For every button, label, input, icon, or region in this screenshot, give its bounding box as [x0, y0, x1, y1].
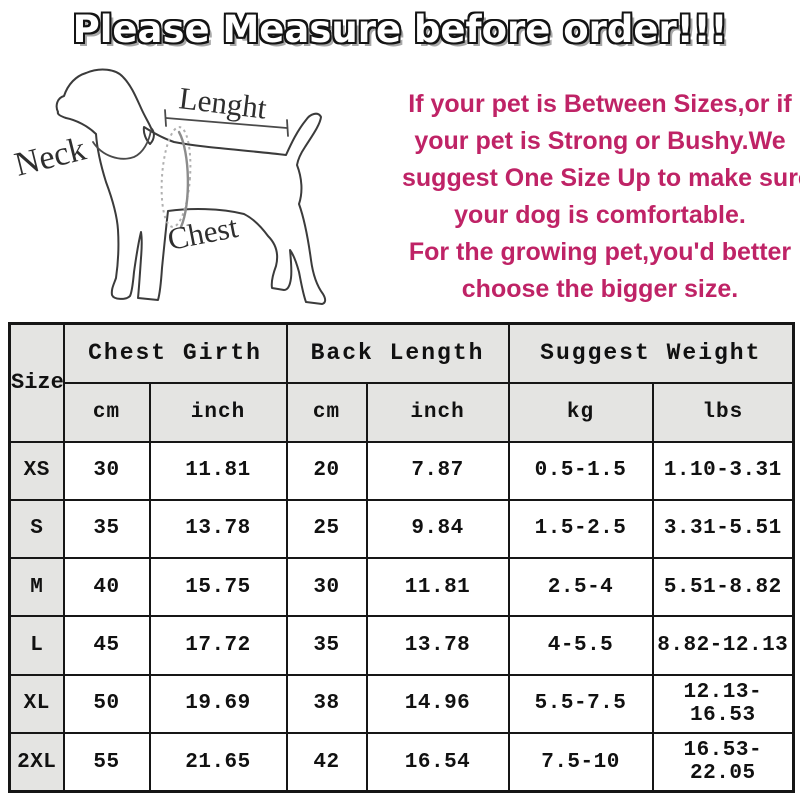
size-advice-text: If your pet is Between Sizes,or if your …: [402, 86, 800, 308]
cell-back-inch: 7.87: [365, 440, 510, 501]
advice-line: your pet is Strong or Bushy.We: [414, 127, 786, 155]
table-row-xs: XS 30 11.81 20 7.87 0.5-1.5 1.10-3.31: [8, 440, 795, 501]
advice-line: your dog is comfortable.: [454, 201, 746, 229]
advice-line: choose the bigger size.: [461, 275, 739, 303]
cell-back-cm: 30: [285, 557, 368, 618]
cell-weight-lbs: 12.13-16.53: [651, 673, 795, 735]
table-row-l: L 45 17.72 35 13.78 4-5.5 8.82-12.13: [8, 615, 795, 676]
header-back-cm: cm: [285, 381, 368, 443]
dog-measure-diagram: Neck Lenght Chest: [0, 64, 400, 322]
cell-back-cm: 35: [285, 615, 368, 676]
cell-weight-lbs: 3.31-5.51: [651, 498, 795, 560]
table-row-2xl: 2XL 55 21.65 42 16.54 7.5-10 16.53-22.05: [8, 732, 795, 793]
dog-outline-icon: [55, 68, 327, 305]
chest-girth-ellipse: [160, 126, 192, 228]
header-weight-lbs: lbs: [651, 381, 795, 443]
table-row-s: S 35 13.78 25 9.84 1.5-2.5 3.31-5.51: [8, 498, 795, 560]
advice-line: If your pet is Between Sizes,or if: [408, 90, 792, 118]
cell-weight-lbs: 5.51-8.82: [651, 557, 795, 618]
cell-chest-inch: 13.78: [148, 498, 288, 560]
cell-weight-kg: 2.5-4: [507, 557, 654, 618]
cell-back-cm: 42: [285, 732, 368, 793]
cell-back-inch: 13.78: [365, 615, 510, 676]
table-header-unit-row: cm inch cm inch kg lbs: [10, 381, 795, 443]
table-header-group-row: Size Chest Girth Back Length Suggest Wei…: [8, 322, 795, 443]
neck-girth-arc: [92, 129, 152, 160]
cell-back-cm: 20: [285, 440, 368, 501]
chest-girth-solid-edge: [177, 130, 190, 229]
header-suggest-weight: Suggest Weight: [507, 322, 795, 384]
cell-back-cm: 38: [285, 673, 368, 735]
header-chest-girth: Chest Girth: [62, 322, 288, 384]
advice-line: For the growing pet,you'd better: [408, 238, 792, 266]
table-row-xl: XL 50 19.69 38 14.96 5.5-7.5 12.13-16.53: [8, 673, 795, 735]
header-back-length: Back Length: [285, 322, 510, 384]
cell-weight-lbs: 1.10-3.31: [651, 440, 795, 501]
cell-chest-cm: 50: [62, 673, 151, 735]
cell-weight-kg: 0.5-1.5: [507, 440, 654, 501]
cell-weight-kg: 5.5-7.5: [507, 673, 654, 735]
cell-size: XL: [8, 673, 65, 735]
cell-chest-cm: 45: [62, 615, 151, 676]
cell-chest-inch: 15.75: [148, 557, 288, 618]
cell-size: 2XL: [8, 732, 65, 793]
cell-chest-inch: 19.69: [148, 673, 288, 735]
cell-size: M: [8, 557, 65, 618]
page-title: Please Measure before order!!!: [72, 8, 728, 51]
cell-chest-cm: 40: [62, 557, 151, 618]
cell-size: L: [8, 615, 65, 676]
cell-weight-lbs: 8.82-12.13: [651, 615, 795, 676]
cell-weight-kg: 7.5-10: [507, 732, 654, 793]
cell-chest-inch: 17.72: [148, 615, 288, 676]
length-label: Lenght: [177, 80, 269, 125]
length-measure-line: [164, 109, 289, 137]
chest-label: Chest: [165, 209, 241, 257]
header-weight-kg: kg: [507, 381, 654, 443]
advice-line: suggest One Size Up to make sure: [402, 164, 800, 192]
cell-weight-kg: 4-5.5: [507, 615, 654, 676]
cell-back-inch: 14.96: [365, 673, 510, 735]
neck-label: Neck: [11, 131, 90, 184]
table-row-m: M 40 15.75 30 11.81 2.5-4 5.51-8.82: [8, 557, 795, 618]
cell-size: S: [8, 498, 65, 560]
cell-chest-cm: 35: [62, 498, 151, 560]
cell-chest-cm: 55: [62, 732, 151, 793]
cell-back-cm: 25: [285, 498, 368, 560]
cell-weight-lbs: 16.53-22.05: [651, 732, 795, 793]
size-table: Size Chest Girth Back Length Suggest Wei…: [8, 322, 796, 793]
cell-chest-cm: 30: [62, 440, 151, 501]
header-back-inch: inch: [365, 381, 510, 443]
cell-size: XS: [8, 440, 65, 501]
cell-chest-inch: 11.81: [148, 440, 288, 501]
cell-back-inch: 11.81: [365, 557, 510, 618]
header-chest-inch: inch: [148, 381, 288, 443]
header-size: Size: [8, 322, 65, 443]
cell-back-inch: 9.84: [365, 498, 510, 560]
header-chest-cm: cm: [62, 381, 151, 443]
cell-weight-kg: 1.5-2.5: [507, 498, 654, 560]
cell-back-inch: 16.54: [365, 732, 510, 793]
cell-chest-inch: 21.65: [148, 732, 288, 793]
